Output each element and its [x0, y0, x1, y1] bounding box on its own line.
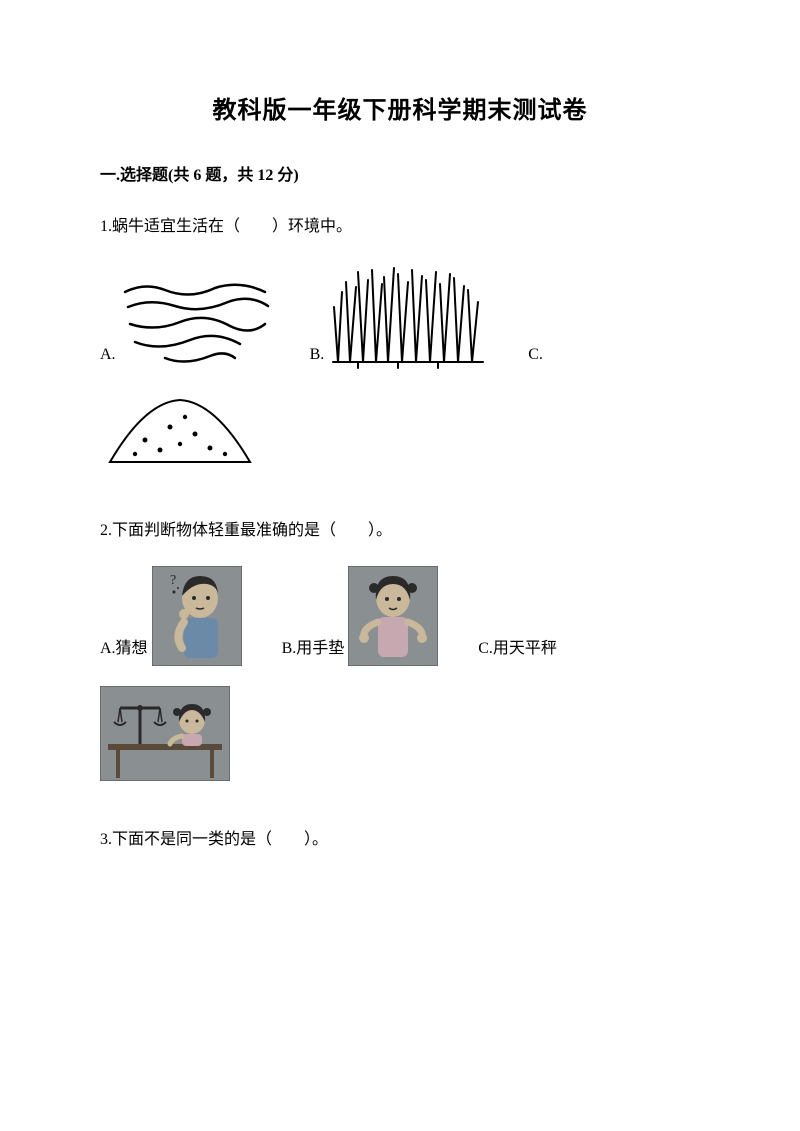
q2-option-b: B.用手垫 [282, 566, 439, 666]
page-title: 教科版一年级下册科学期末测试卷 [100, 90, 700, 125]
q1-optC-label: C. [528, 346, 543, 372]
question-1-text: 1.蜗牛适宜生活在（ ）环境中。 [100, 213, 700, 242]
q2-optB-label: B.用手垫 [282, 634, 345, 666]
q1-optB-label: B. [310, 346, 325, 372]
q2-option-c-image-row [100, 686, 700, 786]
grass-icon [328, 262, 488, 372]
q2-optA-label: A.猜想 [100, 634, 148, 666]
exam-page: 教科版一年级下册科学期末测试卷 一.选择题(共 6 题，共 12 分) 1.蜗牛… [0, 0, 800, 1131]
q1-option-c-image-row [100, 392, 700, 477]
question-1-options: A. B. [100, 262, 700, 372]
q2-optC-label: C.用天平秤 [478, 634, 557, 666]
section-1-header: 一.选择题(共 6 题，共 12 分) [100, 161, 700, 185]
question-2-options: A.猜想 ? B.用手垫 [100, 566, 700, 666]
q1-option-c: C. [528, 346, 543, 372]
q1-optA-label: A. [100, 346, 116, 372]
q1-option-b: B. [310, 262, 489, 372]
svg-text:?: ? [170, 573, 176, 588]
balance-scale-icon [100, 686, 230, 781]
q2-option-c: C.用天平秤 [478, 634, 557, 666]
q2-option-a: A.猜想 ? [100, 566, 242, 666]
question-3-text: 3.下面不是同一类的是（ ）。 [100, 826, 700, 855]
water-waves-icon [120, 272, 270, 372]
girl-hands-weighing-icon [348, 566, 438, 666]
sand-pile-icon [100, 392, 260, 472]
q1-option-a: A. [100, 272, 270, 372]
boy-thinking-icon: ? [152, 566, 242, 666]
question-2-text: 2.下面判断物体轻重最准确的是（ ）。 [100, 517, 700, 546]
